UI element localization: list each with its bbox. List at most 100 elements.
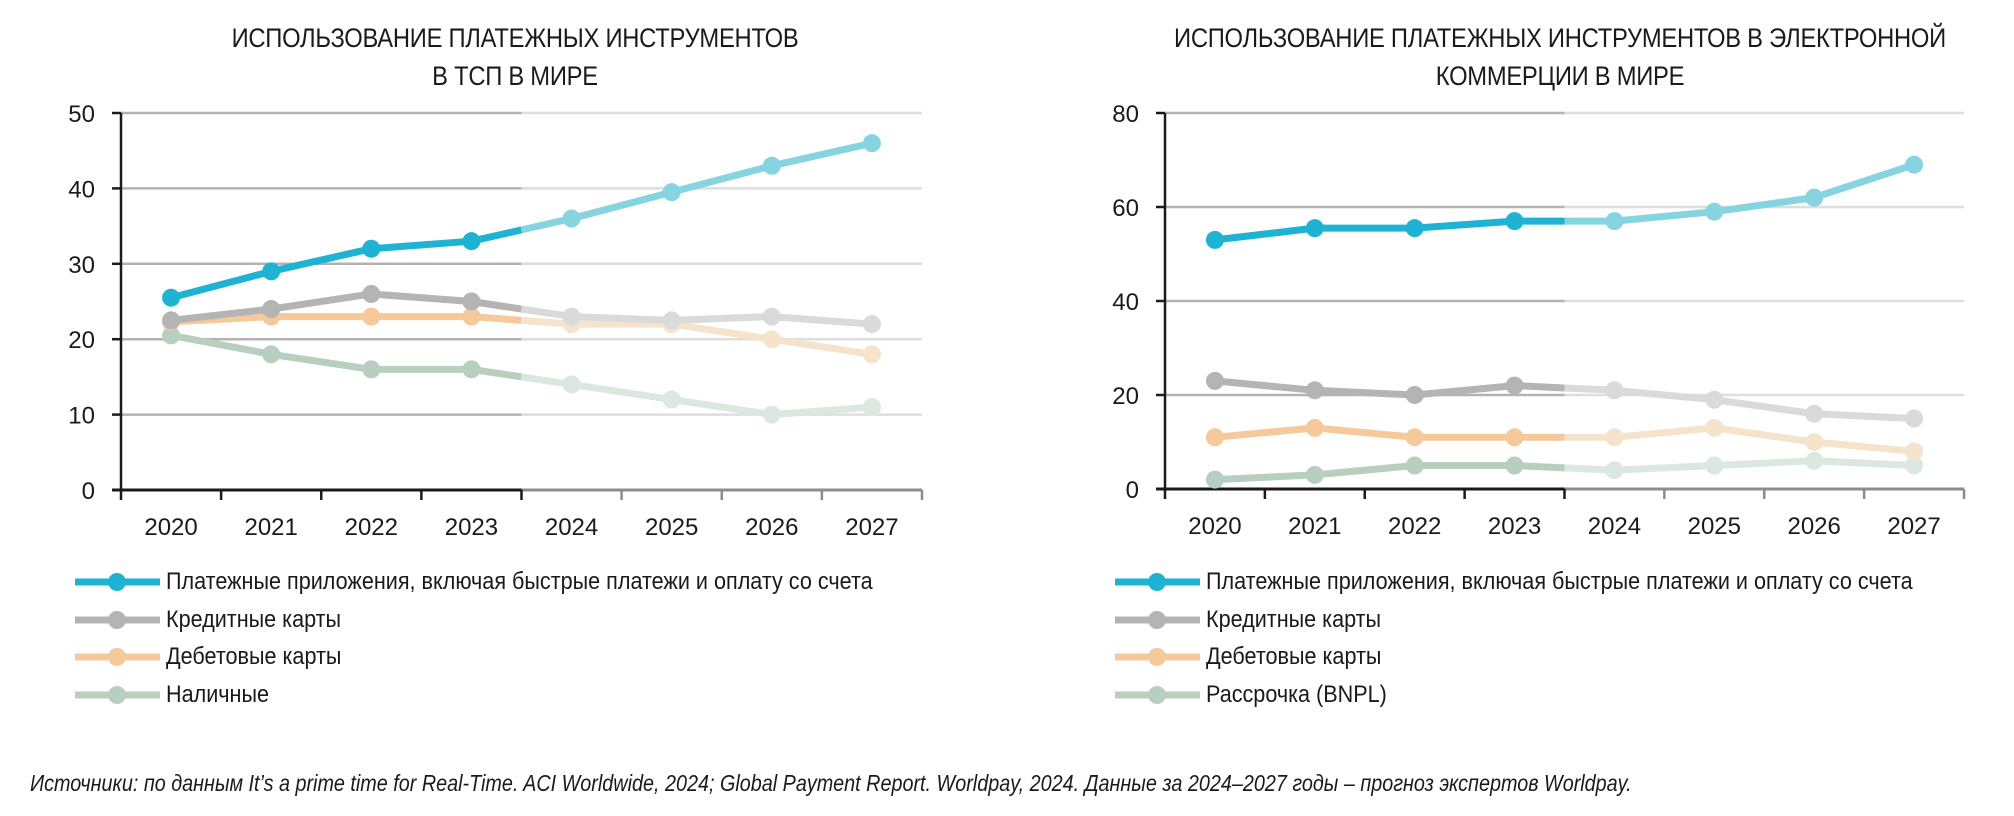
data-point-apps xyxy=(662,183,681,202)
x-tick-label: 2026 xyxy=(1787,513,1840,540)
data-point-debit xyxy=(1905,442,1924,461)
x-tick-label: 2022 xyxy=(345,514,398,541)
legend-marker-icon xyxy=(75,610,160,629)
x-tick-label: 2025 xyxy=(645,514,698,541)
legend-label: Кредитные карты xyxy=(1206,605,1382,633)
data-point-credit xyxy=(562,307,581,326)
data-point-cash xyxy=(562,375,581,394)
data-point-cash xyxy=(162,326,181,345)
x-tick-label: 2023 xyxy=(1488,513,1541,540)
data-point-credit xyxy=(1905,409,1924,428)
x-tick-label: 2024 xyxy=(545,514,598,541)
data-point-cash xyxy=(262,345,281,364)
chart-title-line-1: ИСПОЛЬЗОВАНИЕ ПЛАТЕЖНЫХ ИНСТРУМЕНТОВ В Э… xyxy=(1174,23,1946,53)
legend-dot xyxy=(1148,573,1166,591)
data-point-credit xyxy=(1305,381,1324,400)
data-point-apps xyxy=(1805,188,1824,207)
legend-marker-icon xyxy=(1115,685,1200,704)
data-point-debit xyxy=(362,307,381,326)
data-point-apps xyxy=(862,134,881,153)
data-point-debit xyxy=(762,330,781,349)
data-point-cash xyxy=(1505,456,1524,475)
legend-dot xyxy=(108,610,126,629)
legend-dot xyxy=(1148,648,1166,666)
legend-dot xyxy=(108,648,126,666)
x-tick-label: 2024 xyxy=(1588,513,1641,540)
data-point-cash xyxy=(362,360,381,379)
data-point-cash xyxy=(1305,465,1324,484)
chart-title-line-2: В ТСП В МИРЕ xyxy=(432,61,598,91)
legend-marker-icon xyxy=(75,648,160,666)
data-point-credit xyxy=(1705,390,1724,409)
x-tick-label: 2021 xyxy=(244,514,297,541)
data-point-apps xyxy=(362,239,381,258)
legend-marker-icon xyxy=(75,685,160,704)
legend-label: Платежные приложения, включая быстрые пл… xyxy=(166,568,873,595)
source-note: Источники: по данным It’s a prime time f… xyxy=(30,770,1632,796)
legend-marker-icon xyxy=(1115,573,1200,591)
data-point-debit xyxy=(862,345,881,364)
y-tick-label: 20 xyxy=(68,327,95,354)
data-point-cash xyxy=(762,405,781,424)
y-tick-label: 0 xyxy=(82,478,95,505)
data-point-debit xyxy=(462,307,481,326)
legend-label: Платежные приложения, включая быстрые пл… xyxy=(1206,568,1913,595)
legend-label: Наличные xyxy=(166,680,270,708)
data-point-apps xyxy=(1905,155,1924,174)
data-point-apps xyxy=(1605,212,1624,231)
data-point-apps xyxy=(162,288,181,307)
data-point-apps xyxy=(562,209,581,228)
data-point-apps xyxy=(1505,212,1524,231)
data-point-credit xyxy=(162,311,181,330)
chart-title-line-2: КОММЕРЦИИ В МИРЕ xyxy=(1435,61,1685,91)
data-point-credit xyxy=(362,284,381,303)
data-point-credit xyxy=(462,292,481,311)
y-tick-label: 40 xyxy=(68,176,95,203)
data-point-credit xyxy=(1805,404,1824,423)
legend-marker-icon xyxy=(1115,610,1200,629)
data-point-cash xyxy=(1805,451,1824,470)
y-tick-label: 20 xyxy=(1112,383,1139,410)
data-point-credit xyxy=(1505,376,1524,395)
y-tick-label: 80 xyxy=(1112,101,1139,128)
legend-label: Рассрочка (BNPL) xyxy=(1206,680,1387,708)
x-tick-label: 2020 xyxy=(1188,513,1241,540)
chart-ecommerce-plot: 0 20 40 60 80 2020 2021 2022 2023 2024 2025 2026 202… xyxy=(1112,101,1966,540)
legend-marker-icon xyxy=(1115,648,1200,666)
data-point-cash xyxy=(462,360,481,379)
data-point-credit xyxy=(662,311,681,330)
data-point-credit xyxy=(262,300,281,319)
data-point-debit xyxy=(1705,418,1724,437)
legend-dot xyxy=(108,685,126,704)
legend-label: Дебетовые карты xyxy=(1206,643,1382,670)
y-tick-label: 30 xyxy=(68,252,95,279)
x-tick-label: 2026 xyxy=(745,514,798,541)
x-tick-label: 2027 xyxy=(1887,513,1940,540)
data-point-cash xyxy=(1905,456,1924,475)
data-point-cash xyxy=(1705,456,1724,475)
legend-marker-icon xyxy=(75,573,160,591)
y-tick-label: 40 xyxy=(1112,289,1139,316)
data-point-credit xyxy=(1405,386,1424,404)
x-tick-label: 2021 xyxy=(1288,513,1341,540)
legend-dot xyxy=(108,573,126,591)
data-point-credit xyxy=(1205,371,1224,390)
data-point-apps xyxy=(1205,230,1224,249)
data-point-apps xyxy=(1305,219,1324,238)
data-point-apps xyxy=(762,156,781,175)
data-point-debit xyxy=(1505,428,1524,447)
y-tick-label: 60 xyxy=(1112,195,1139,222)
legend-label: Кредитные карты xyxy=(166,605,342,633)
data-point-cash xyxy=(862,398,881,417)
chart-title-line-1: ИСПОЛЬЗОВАНИЕ ПЛАТЕЖНЫХ ИНСТРУМЕНТОВ xyxy=(231,23,799,53)
x-tick-label: 2022 xyxy=(1388,513,1441,540)
data-point-apps xyxy=(1705,202,1724,221)
data-point-credit xyxy=(762,307,781,326)
y-tick-label: 50 xyxy=(68,101,95,128)
data-point-cash xyxy=(1205,470,1224,489)
data-point-debit xyxy=(1405,428,1424,447)
data-point-apps xyxy=(1405,219,1424,238)
data-point-cash xyxy=(662,390,681,409)
x-tick-label: 2025 xyxy=(1688,513,1741,540)
data-point-debit xyxy=(1305,418,1324,437)
